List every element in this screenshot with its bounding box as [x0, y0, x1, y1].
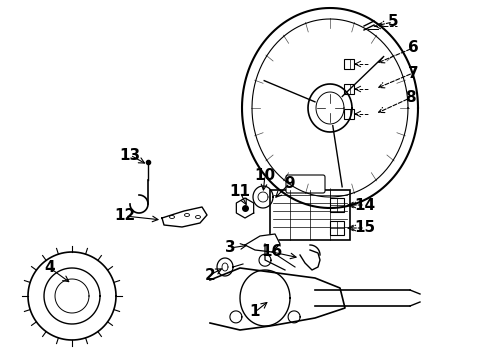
Bar	[344, 84, 354, 94]
Bar	[344, 109, 354, 119]
Ellipse shape	[196, 216, 200, 219]
FancyBboxPatch shape	[286, 175, 325, 193]
Text: 7: 7	[408, 66, 418, 81]
Text: 10: 10	[254, 167, 275, 183]
Text: 6: 6	[408, 40, 418, 55]
Text: 9: 9	[285, 175, 295, 190]
Ellipse shape	[170, 216, 174, 219]
Polygon shape	[236, 198, 254, 218]
Text: 15: 15	[354, 220, 375, 235]
Text: 14: 14	[354, 198, 375, 212]
Text: 1: 1	[250, 305, 260, 320]
FancyBboxPatch shape	[330, 198, 344, 212]
Text: 12: 12	[114, 208, 136, 224]
Text: 3: 3	[225, 240, 235, 256]
Bar	[344, 59, 354, 69]
Text: 13: 13	[120, 148, 141, 162]
FancyBboxPatch shape	[270, 190, 350, 240]
Text: 16: 16	[261, 244, 283, 260]
Text: 5: 5	[388, 14, 398, 30]
Text: 8: 8	[405, 90, 416, 105]
Polygon shape	[210, 268, 345, 330]
Polygon shape	[245, 234, 280, 252]
Text: 2: 2	[205, 267, 216, 283]
Polygon shape	[162, 207, 207, 227]
Text: 11: 11	[229, 184, 250, 199]
Text: 4: 4	[45, 261, 55, 275]
FancyBboxPatch shape	[330, 221, 344, 235]
Ellipse shape	[185, 213, 190, 216]
